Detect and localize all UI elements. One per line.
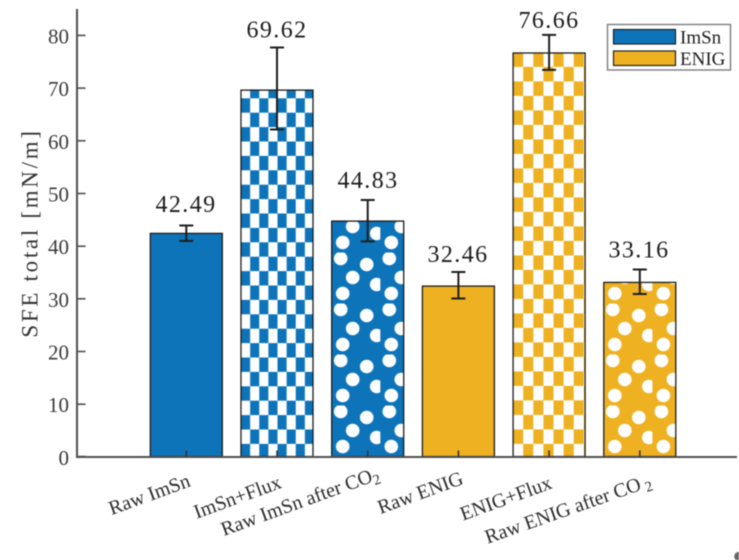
svg-text:40: 40 [48, 235, 69, 259]
svg-text:SFE total [mN/m]: SFE total [mN/m] [18, 128, 43, 337]
svg-text:ImSn: ImSn [680, 28, 722, 49]
svg-text:32.46: 32.46 [428, 242, 489, 268]
svg-text:80: 80 [48, 24, 69, 48]
svg-text:33.16: 33.16 [609, 238, 670, 264]
svg-text:60: 60 [48, 130, 69, 154]
svg-text:70: 70 [48, 77, 69, 101]
svg-text:69.62: 69.62 [247, 18, 308, 44]
svg-text:30: 30 [48, 288, 69, 312]
svg-text:ENIG: ENIG [680, 49, 726, 70]
svg-text:10: 10 [48, 393, 69, 417]
svg-text:42.49: 42.49 [156, 192, 217, 218]
svg-text:0: 0 [59, 446, 70, 470]
svg-text:44.83: 44.83 [338, 168, 399, 194]
svg-text:76.66: 76.66 [519, 8, 580, 34]
svg-text:50: 50 [48, 183, 69, 207]
svg-text:20: 20 [48, 341, 69, 365]
